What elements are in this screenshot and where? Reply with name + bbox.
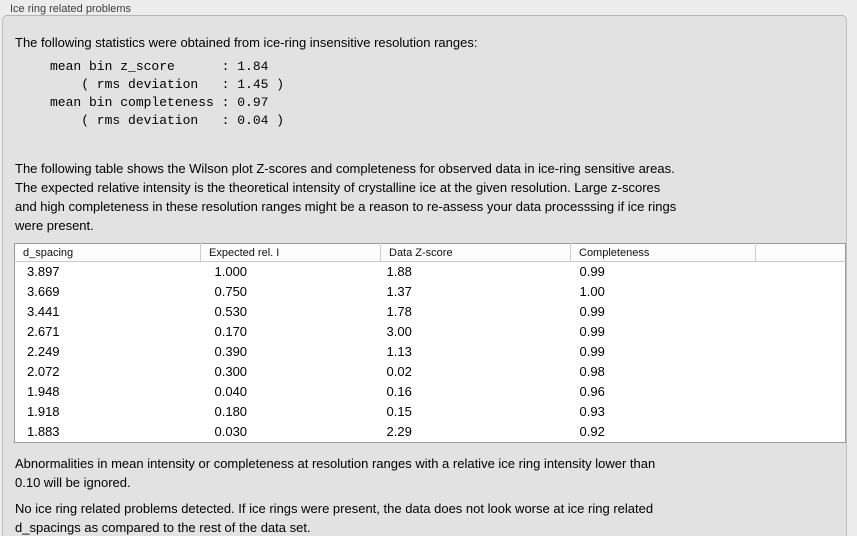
table-description: The following table shows the Wilson plo… [15,161,677,233]
table-cell: 0.99 [579,344,605,359]
table-cell: 0.99 [579,324,605,339]
table-cell: 0.96 [579,384,605,399]
table-cell: 2.249 [27,344,60,359]
table-cell: 3.669 [27,284,60,299]
table-cell: 0.02 [386,364,412,379]
table-row[interactable]: 2.671 0.170 3.00 0.99 [15,322,846,342]
table-cell: 2.29 [386,424,412,439]
table-header-row: d_spacing Expected rel. I Data Z-score Comp… [14,243,846,262]
table-cell: 1.88 [386,264,412,279]
table-cell: 1.37 [386,284,412,299]
column-header-completeness[interactable]: Completeness [570,243,756,262]
table-cell: 0.040 [214,384,248,399]
table-row[interactable]: 1.948 0.040 0.16 0.96 [15,382,846,402]
table-cell [756,262,846,283]
column-header-d-spacing[interactable]: d_spacing [14,243,201,262]
table-cell: 0.98 [579,364,605,379]
table-cell: 3.441 [27,304,60,319]
table-cell [756,382,846,402]
table-cell: 1.00 [579,284,605,299]
table-cell: 3.897 [27,264,60,279]
table-cell: 0.92 [579,424,605,439]
table-cell: 2.671 [27,324,60,339]
table-cell: 1.948 [27,384,60,399]
ice-ring-table: d_spacing Expected rel. I Data Z-score Comp… [14,243,846,443]
ignore-threshold-note: Abnormalities in mean intensity or compl… [15,456,656,490]
table-cell: 3.00 [386,324,412,339]
section-title: Ice ring related problems [10,3,132,15]
table-cell: 0.180 [214,404,248,419]
table-row[interactable]: 1.918 0.180 0.15 0.93 [15,402,846,422]
table-cell: 0.530 [214,304,248,319]
table-cell: 0.99 [579,304,605,319]
column-header-expected-rel-i[interactable]: Expected rel. I [200,243,381,262]
table-cell [756,302,846,322]
stats-block: mean bin z_score : 1.84 ( rms deviation … [50,59,285,128]
table-cell: 1.918 [27,404,60,419]
table-cell: 0.93 [579,404,605,419]
table-cell: 0.170 [214,324,248,339]
table-cell [756,422,846,443]
table-cell: 0.390 [214,344,248,359]
table-cell: 2.072 [27,364,60,379]
table-row[interactable]: 2.072 0.300 0.02 0.98 [15,362,846,382]
table-cell: 0.15 [386,404,412,419]
table-cell [756,342,846,362]
table-cell [756,402,846,422]
table-row[interactable]: 3.897 1.000 1.88 0.99 [15,262,846,283]
table-cell: 1.883 [27,424,60,439]
table-cell: 1.000 [214,264,248,279]
column-header-empty[interactable] [755,243,846,262]
table-cell: 0.750 [214,284,248,299]
table-row[interactable]: 3.441 0.530 1.78 0.99 [15,302,846,322]
table-cell [756,322,846,342]
table-cell: 0.99 [579,264,605,279]
table-row[interactable]: 1.883 0.030 2.29 0.92 [15,422,846,443]
table-cell [756,282,846,302]
table-cell: 1.13 [386,344,412,359]
table-row[interactable]: 3.669 0.750 1.37 1.00 [15,282,846,302]
ice-ring-panel: The following statistics were obtained f… [2,15,847,536]
conclusion-text: No ice ring related problems detected. I… [15,501,654,535]
table-cell: 0.16 [386,384,412,399]
table-cell [756,362,846,382]
intro-text: The following statistics were obtained f… [15,35,478,50]
table-row[interactable]: 2.249 0.390 1.13 0.99 [15,342,846,362]
table-cell: 0.030 [214,424,248,439]
table-body: 3.897 1.000 1.88 0.99 3.669 0.750 1.37 1.00 3.44… [15,262,846,443]
table-cell: 0.300 [214,364,248,379]
column-header-data-z-score[interactable]: Data Z-score [380,243,571,262]
table-cell: 1.78 [386,304,412,319]
